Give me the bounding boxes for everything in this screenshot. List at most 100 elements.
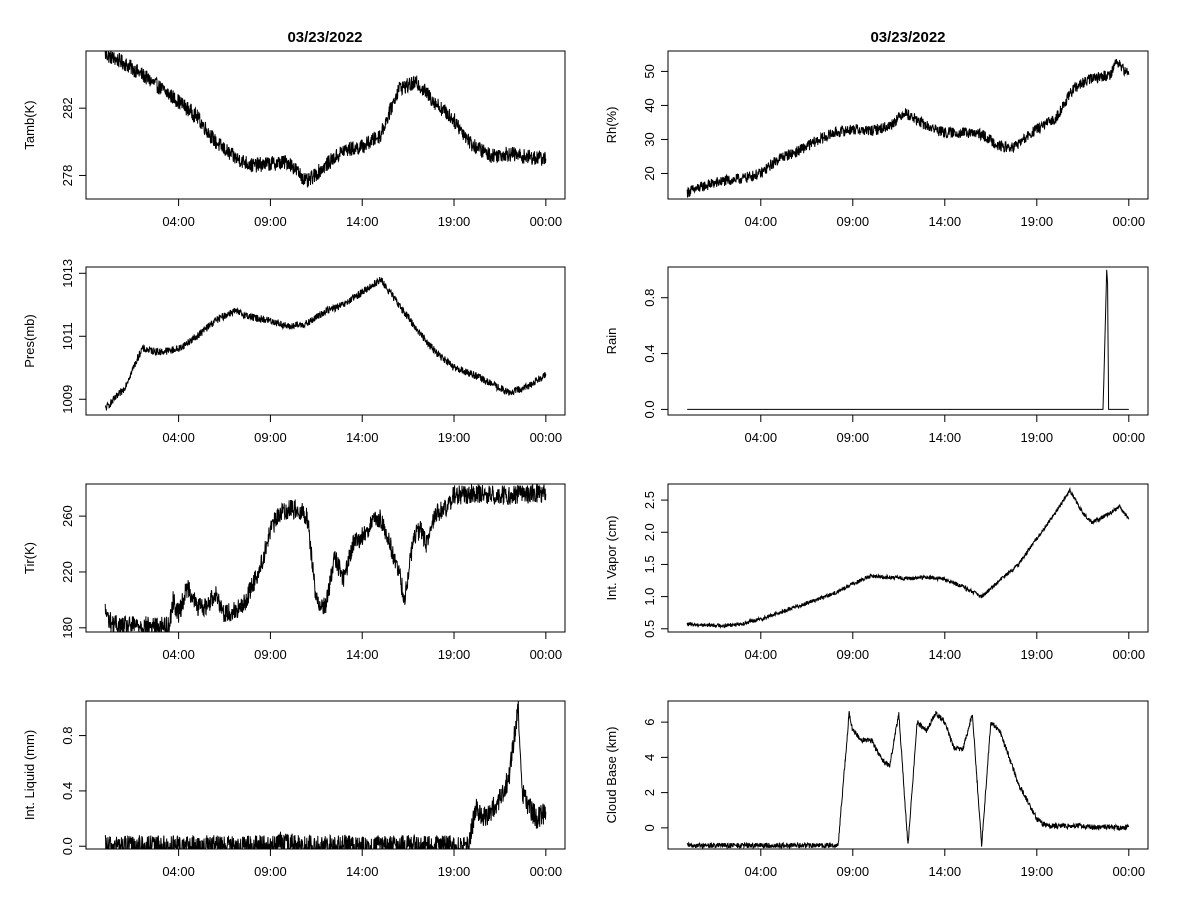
y-tick-label: 2 <box>642 789 657 796</box>
y-axis-label: Pres(mb) <box>22 314 37 367</box>
series-line-tamb-k <box>104 51 547 188</box>
y-tick-label: 0 <box>642 824 657 831</box>
x-tick-label: 19:00 <box>438 430 471 445</box>
x-tick-label: 09:00 <box>254 864 287 879</box>
x-tick-label: 04:00 <box>745 647 778 662</box>
panel-cloud-base-km: 04:00 09:00 14:00 19:00 00:00 0 2 4 6 Cloud Base … <box>604 700 1149 879</box>
x-tick-label: 00:00 <box>1113 214 1146 229</box>
x-tick-label: 14:00 <box>346 430 379 445</box>
x-tick-label: 04:00 <box>745 430 778 445</box>
y-axis-label: Tamb(K) <box>22 100 37 149</box>
y-axis-label: Int. Vapor (cm) <box>604 515 619 600</box>
x-tick-label: 14:00 <box>929 647 962 662</box>
x-tick-label: 14:00 <box>929 864 962 879</box>
y-axis-label: Rh(%) <box>604 107 619 144</box>
series-line-int-liquid-mm <box>104 701 547 849</box>
y-tick-label: 220 <box>60 561 75 583</box>
y-tick-label: 0.0 <box>642 400 657 418</box>
panel-int-vapor-cm: 04:00 09:00 14:00 19:00 00:00 0.5 1.0 1.5 2.0 2.5… <box>604 483 1149 662</box>
y-tick-label: 0.0 <box>60 837 75 855</box>
y-tick-label: 4 <box>642 754 657 761</box>
x-tick-label: 19:00 <box>438 214 471 229</box>
panel-pres-mb: 04:00 09:00 14:00 19:00 00:00 1009 1011 1013 Pre… <box>22 259 566 445</box>
x-tick-label: 19:00 <box>438 647 471 662</box>
x-tick-label: 19:00 <box>1021 430 1054 445</box>
x-tick-label: 00:00 <box>1113 647 1146 662</box>
x-tick-label: 14:00 <box>346 214 379 229</box>
series-line-cloud-base-km <box>686 710 1130 849</box>
series-line-rh <box>686 59 1130 198</box>
x-tick-label: 19:00 <box>438 864 471 879</box>
x-tick-label: 19:00 <box>1021 647 1054 662</box>
panel-int-liquid-mm: 04:00 09:00 14:00 19:00 00:00 0.0 0.4 0.8 Int. L… <box>22 700 566 879</box>
series-line-pres-mb <box>104 277 547 411</box>
x-tick-label: 00:00 <box>1113 430 1146 445</box>
panel-tamb-k: 04:00 09:00 14:00 19:00 00:00 278 282 Tamb(K) <box>22 50 566 229</box>
y-tick-label: 6 <box>642 719 657 726</box>
y-tick-label: 2.5 <box>642 491 657 509</box>
y-tick-label: 1013 <box>60 259 75 288</box>
x-tick-label: 00:00 <box>1113 864 1146 879</box>
y-tick-label: 282 <box>60 97 75 119</box>
y-tick-label: 50 <box>642 64 657 78</box>
series-line-rain <box>687 269 1129 410</box>
y-tick-label: 0.4 <box>60 782 75 800</box>
y-tick-label: 1009 <box>60 385 75 414</box>
x-tick-label: 19:00 <box>1021 864 1054 879</box>
x-tick-label: 09:00 <box>254 647 287 662</box>
series-line-tir-k <box>104 484 547 632</box>
y-tick-label: 0.8 <box>642 289 657 307</box>
y-tick-label: 1011 <box>60 322 75 350</box>
plot-frame-pres-mb <box>85 266 566 416</box>
x-tick-label: 09:00 <box>254 214 287 229</box>
panel-rain: 04:00 09:00 14:00 19:00 00:00 0.0 0.4 0.8 Rain <box>604 266 1149 445</box>
plot-frame-int-liquid-mm <box>85 700 566 850</box>
x-tick-label: 14:00 <box>346 864 379 879</box>
x-tick-label: 09:00 <box>837 430 870 445</box>
x-tick-label: 00:00 <box>530 647 563 662</box>
x-tick-label: 19:00 <box>1021 214 1054 229</box>
x-tick-label: 04:00 <box>162 430 195 445</box>
x-tick-label: 04:00 <box>162 647 195 662</box>
x-tick-label: 14:00 <box>929 214 962 229</box>
panel-tir-k: 04:00 09:00 14:00 19:00 00:00 180 220 260 Tir(K) <box>22 483 566 662</box>
plot-frame-tamb-k <box>85 50 566 200</box>
y-axis-label: Int. Liquid (mm) <box>22 730 37 820</box>
y-tick-label: 0.5 <box>642 620 657 638</box>
x-tick-label: 09:00 <box>837 864 870 879</box>
x-tick-label: 00:00 <box>530 430 563 445</box>
x-tick-label: 00:00 <box>530 864 563 879</box>
y-tick-label: 0.4 <box>642 345 657 363</box>
panel-rh: 04:00 09:00 14:00 19:00 00:00 20 30 40 50 Rh(%) <box>604 50 1149 229</box>
x-tick-label: 14:00 <box>346 647 379 662</box>
x-tick-label: 09:00 <box>837 214 870 229</box>
x-tick-label: 04:00 <box>745 864 778 879</box>
x-tick-label: 04:00 <box>745 214 778 229</box>
y-tick-label: 20 <box>642 166 657 180</box>
y-tick-label: 0.8 <box>60 727 75 745</box>
y-tick-label: 40 <box>642 98 657 112</box>
y-tick-label: 278 <box>60 165 75 187</box>
y-tick-label: 1.0 <box>642 588 657 606</box>
x-tick-label: 04:00 <box>162 864 195 879</box>
x-tick-label: 04:00 <box>162 214 195 229</box>
right-column-title: 03/23/2022 <box>870 29 945 46</box>
y-tick-label: 30 <box>642 132 657 146</box>
panels-container: 04:00 09:00 14:00 19:00 00:00278282Tamb(K)04… <box>22 50 1149 879</box>
y-tick-label: 180 <box>60 617 75 639</box>
plot-frame-cloud-base-km <box>667 700 1149 850</box>
x-tick-label: 14:00 <box>929 430 962 445</box>
left-column-title: 03/23/2022 <box>287 29 362 46</box>
x-tick-label: 00:00 <box>530 214 563 229</box>
plot-frame-rh <box>667 50 1149 200</box>
y-axis-label: Rain <box>604 328 619 355</box>
x-tick-label: 09:00 <box>837 647 870 662</box>
y-tick-label: 260 <box>60 505 75 527</box>
y-axis-label: Tir(K) <box>22 542 37 574</box>
x-tick-label: 09:00 <box>254 430 287 445</box>
series-line-int-vapor-cm <box>686 487 1130 629</box>
plot-frame-int-vapor-cm <box>667 483 1149 633</box>
plot-frame-tir-k <box>85 483 566 633</box>
y-tick-label: 2.0 <box>642 523 657 541</box>
